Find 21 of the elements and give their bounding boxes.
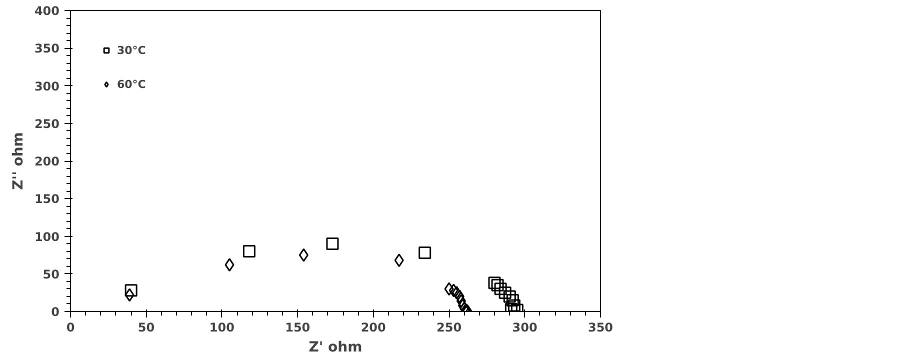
x-tick-label: 250 (436, 320, 462, 334)
y-tick-label: 300 (34, 79, 60, 94)
x-tick-label: 300 (512, 320, 538, 334)
x-tick-label: 50 (138, 320, 155, 334)
y-tick-label: 100 (34, 230, 60, 244)
legend-label: 60°C (117, 78, 146, 90)
y-axis-title: Z'' ohm (10, 132, 26, 190)
legend-label: 30°C (117, 44, 146, 56)
y-tick-label: 200 (34, 154, 60, 168)
x-axis-title: Z' ohm (308, 340, 362, 356)
x-tick-label: 200 (360, 320, 386, 334)
x-tick-label: 100 (209, 320, 234, 334)
y-tick-label: 250 (34, 116, 60, 131)
y-tick-label: 0 (51, 305, 60, 319)
x-tick-label: 350 (588, 320, 614, 334)
y-tick-label: 150 (34, 192, 60, 206)
y-tick-label: 50 (42, 267, 60, 282)
y-tick-label: 400 (34, 4, 60, 18)
x-tick-label: 150 (285, 320, 310, 334)
x-tick-label: 0 (66, 320, 75, 334)
y-tick-label: 350 (34, 42, 60, 56)
